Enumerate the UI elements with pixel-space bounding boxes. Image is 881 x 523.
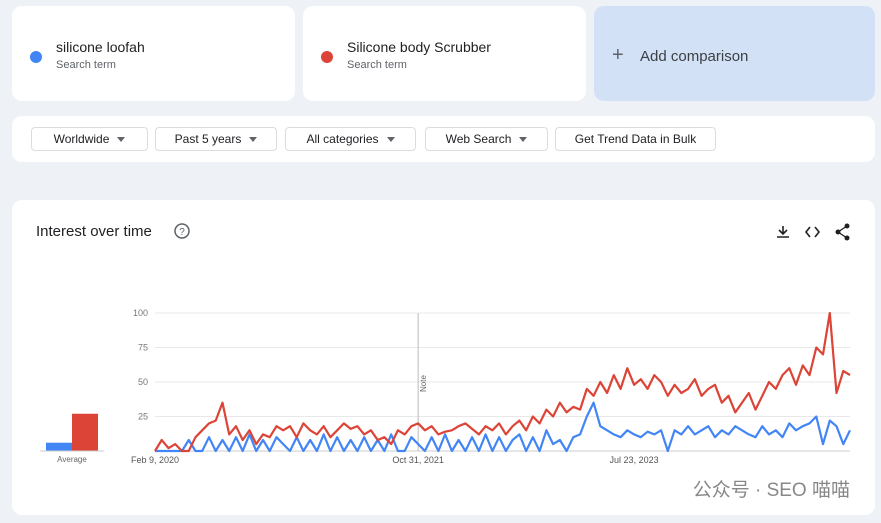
filter-label: Worldwide (53, 132, 110, 146)
chart-title: Interest over time (36, 223, 152, 240)
help-icon[interactable] (174, 223, 190, 239)
x-tick-label: Oct 31, 2021 (392, 455, 444, 465)
y-tick-label: 50 (138, 377, 148, 387)
watermark: 公众号 · SEO 喵喵 (693, 479, 850, 501)
term-subtitle: Search term (347, 59, 407, 71)
share-icon[interactable] (835, 223, 850, 241)
x-tick-label: Jul 23, 2023 (610, 455, 659, 465)
add-comparison[interactable]: + Add comparison (594, 6, 875, 101)
average-bar (46, 442, 72, 451)
x-tick-label: Feb 9, 2020 (131, 455, 179, 465)
average-bar (72, 413, 98, 451)
trend-line (154, 311, 851, 453)
filter-button[interactable]: Worldwide (31, 127, 148, 151)
term-dot (321, 51, 333, 63)
filter-label: Web Search (445, 132, 512, 146)
chart-card (12, 200, 875, 515)
term-name: silicone loofah (56, 39, 145, 55)
y-tick-label: 100 (133, 308, 148, 318)
filter-button[interactable]: All categories (285, 127, 416, 151)
trend-line (155, 401, 851, 453)
filter-label: Past 5 years (174, 132, 242, 146)
term-card[interactable]: Silicone body Scrubber Search term (303, 6, 586, 101)
term-name: Silicone body Scrubber (347, 39, 491, 55)
filter-bar: Worldwide Past 5 years All categories We… (12, 116, 875, 162)
term-subtitle: Search term (56, 59, 116, 71)
annotation-label: Note (419, 375, 428, 392)
filter-button[interactable]: Web Search (425, 127, 548, 151)
filter-label: All categories (306, 132, 379, 146)
download-icon[interactable] (777, 226, 789, 238)
y-tick-label: 25 (138, 412, 148, 422)
help-icon-glyph: ? (179, 227, 185, 238)
filter-button[interactable]: Past 5 years (155, 127, 277, 151)
bulk-button[interactable]: Get Trend Data in Bulk (555, 127, 716, 151)
embed-icon[interactable] (804, 226, 821, 238)
y-tick-label: 75 (138, 343, 148, 353)
bulk-label: Get Trend Data in Bulk (574, 132, 697, 146)
term-dot (30, 51, 42, 63)
add-comparison-label: Add comparison (640, 48, 749, 65)
term-card[interactable]: silicone loofah Search term (12, 6, 295, 101)
plus-icon: + (612, 44, 624, 66)
average-label: Average (57, 455, 87, 464)
